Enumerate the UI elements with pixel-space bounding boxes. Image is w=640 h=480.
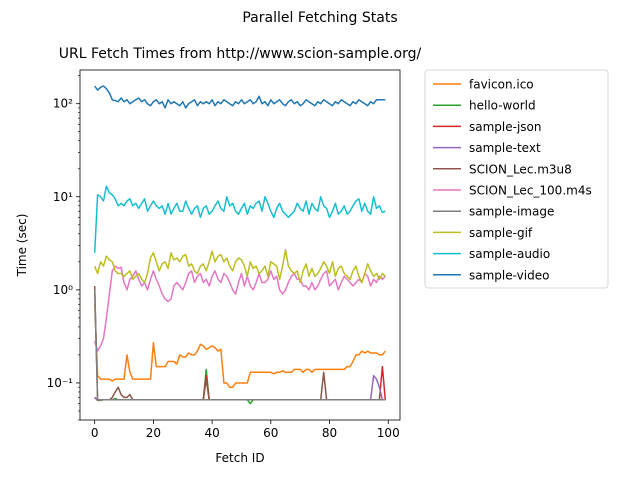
- x-axis-label: Fetch ID: [215, 451, 264, 465]
- legend-label-favicon-ico: favicon.ico: [469, 78, 534, 92]
- x-tick-label: 80: [322, 426, 337, 440]
- legend-label-sample-gif: sample-gif: [469, 226, 533, 240]
- legend-label-sample-image: sample-image: [469, 205, 554, 219]
- legend-label-sample-json: sample-json: [469, 120, 542, 134]
- series-line-sample-image: [93, 289, 386, 402]
- chart-title: URL Fetch Times from http://www.scion-sa…: [59, 46, 422, 62]
- legend-label-scion-lec-m3u8: SCION_Lec.m3u8: [469, 162, 572, 176]
- legend: favicon.ico hello-world sample-json sample-…: [424, 69, 609, 289]
- suptitle: Parallel Fetching Stats: [242, 10, 397, 26]
- y-axis-label: Time (sec): [15, 214, 29, 278]
- series-line-sample-video: [94, 85, 386, 109]
- x-tick-label: 0: [91, 426, 99, 440]
- y-axis: 10⁻¹ 10⁰ 10¹ 10²: [47, 75, 80, 421]
- legend-label-scion-lec-100-m4s: SCION_Lec_100.m4s: [469, 184, 592, 198]
- legend-label-sample-video: sample-video: [469, 268, 549, 282]
- y-tick-label: 10¹: [53, 190, 73, 204]
- y-tick-label: 10⁻¹: [47, 376, 74, 390]
- legend-label-hello-world: hello-world: [469, 99, 536, 113]
- x-tick-label: 20: [146, 426, 161, 440]
- series-line-scion-lec-100-m4s: [93, 265, 386, 352]
- y-tick-label: 10⁰: [53, 283, 73, 297]
- legend-label-sample-text: sample-text: [469, 141, 541, 155]
- series-line-favicon-ico: [93, 304, 386, 388]
- y-tick-label: 10²: [53, 97, 73, 111]
- x-tick-label: 60: [263, 426, 278, 440]
- x-tick-label: 40: [204, 426, 219, 440]
- legend-label-sample-audio: sample-audio: [469, 247, 550, 261]
- x-tick-label: 100: [377, 426, 400, 440]
- series-line-sample-audio: [93, 185, 386, 253]
- plot-lines: [93, 85, 387, 405]
- series-line-sample-gif: [94, 248, 386, 284]
- legend-box: [424, 69, 609, 289]
- plot-frame: [79, 69, 401, 421]
- x-axis: 0 20 40 60 80 100: [91, 420, 400, 440]
